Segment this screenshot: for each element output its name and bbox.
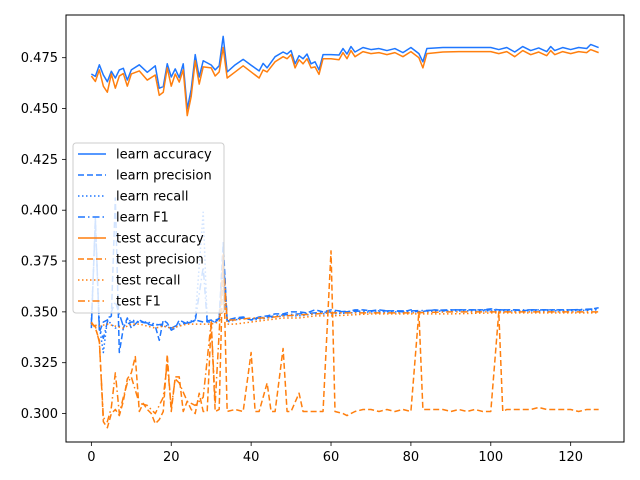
- x-axis: 0 20 40 60 80 100 120: [87, 442, 583, 465]
- series-learn-f1: [90, 220, 599, 340]
- x-tick-label: 60: [323, 450, 340, 465]
- plot-area: [90, 35, 599, 429]
- y-tick-label: 0.350: [21, 305, 58, 320]
- y-axis: 0.300 0.325 0.350 0.375 0.400 0.425 0.450 0.475: [21, 51, 66, 422]
- legend-label-test-accuracy: test accuracy: [116, 232, 204, 247]
- legend-label-test-f1: test F1: [116, 295, 161, 310]
- x-tick-label: 80: [403, 450, 420, 465]
- y-tick-label: 0.450: [21, 102, 58, 117]
- series-test-recall: [91, 270, 599, 329]
- series-learn-precision: [90, 197, 599, 354]
- legend-box: [72, 142, 225, 314]
- x-tick-label: 100: [478, 450, 503, 465]
- y-tick-label: 0.475: [21, 51, 58, 66]
- legend-label-test-recall: test recall: [116, 274, 181, 289]
- series-learn-recall: [90, 211, 599, 354]
- series-learn-accuracy: [90, 35, 599, 110]
- legend-label-learn-f1: learn F1: [116, 211, 169, 226]
- legend-label-learn-accuracy: learn accuracy: [116, 148, 212, 163]
- legend: learn accuracy learn precision learn recal…: [72, 142, 225, 314]
- x-tick-label: 20: [163, 450, 180, 465]
- x-tick-label: 0: [87, 450, 95, 465]
- legend-label-learn-precision: learn precision: [116, 169, 212, 184]
- y-tick-label: 0.325: [21, 356, 58, 371]
- y-tick-label: 0.425: [21, 153, 58, 168]
- series-test-accuracy: [90, 46, 599, 117]
- legend-label-test-precision: test precision: [116, 253, 204, 268]
- y-tick-label: 0.300: [21, 407, 58, 422]
- x-tick-label: 120: [558, 450, 583, 465]
- series-test-f1: [91, 260, 599, 423]
- y-tick-label: 0.400: [21, 204, 58, 219]
- series-test-precision: [90, 250, 599, 429]
- legend-label-learn-recall: learn recall: [116, 190, 188, 205]
- x-tick-label: 40: [243, 450, 260, 465]
- y-tick-label: 0.375: [21, 255, 58, 270]
- axes-frame: [65, 14, 625, 443]
